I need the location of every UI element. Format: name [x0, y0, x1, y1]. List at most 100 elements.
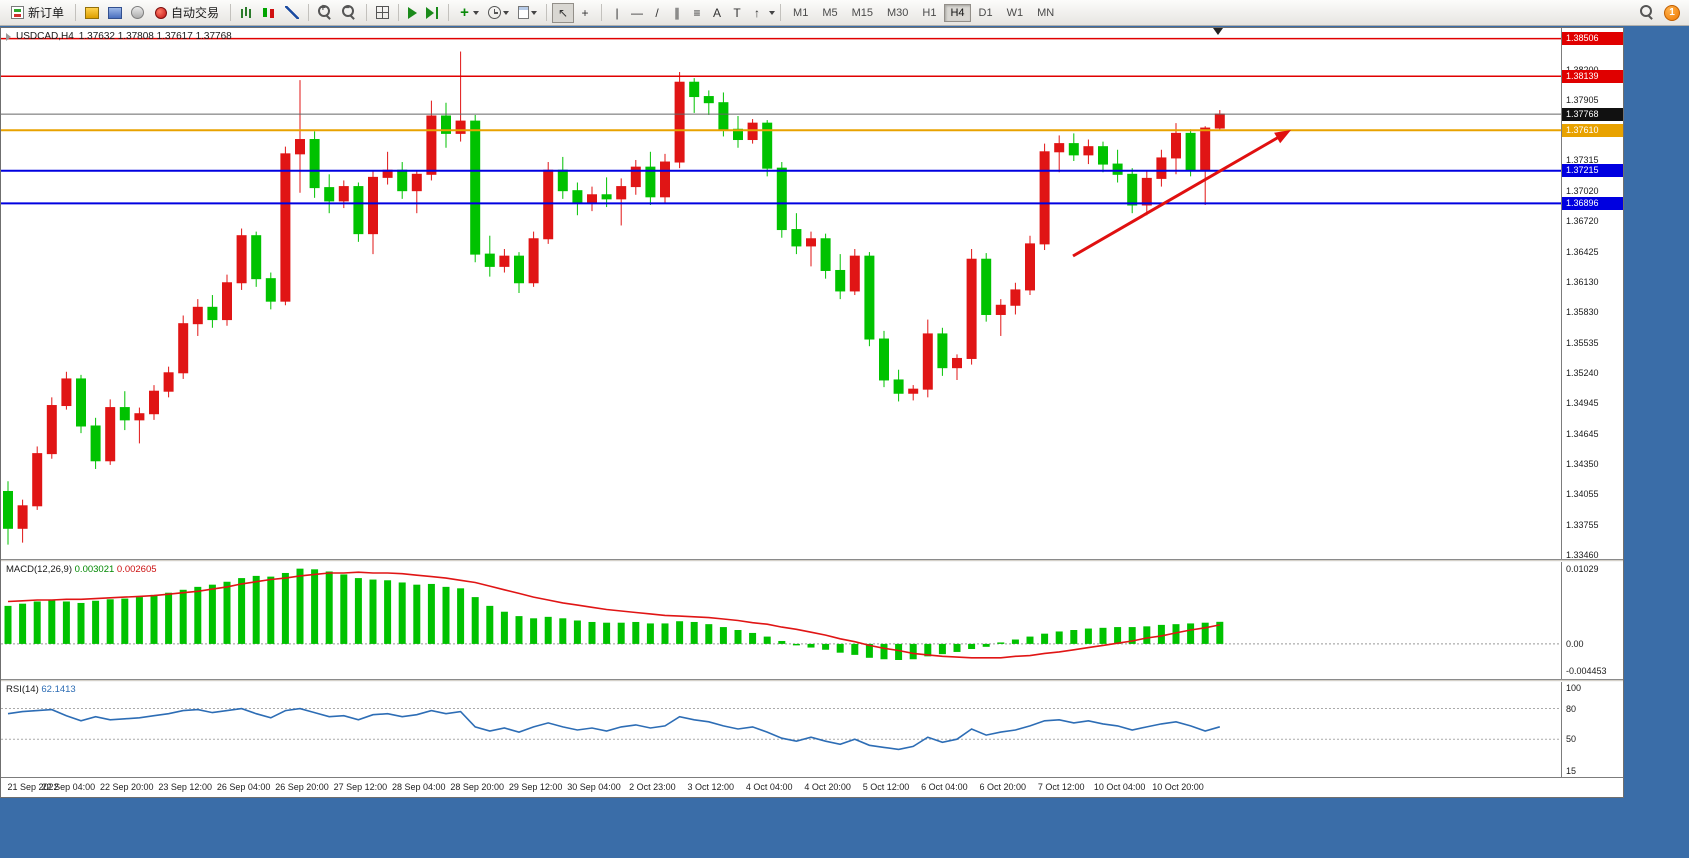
cursor-tool[interactable]: ↖ — [552, 2, 575, 23]
price-tick-label: 1.36720 — [1566, 216, 1599, 227]
chart-shift-marker[interactable] — [1213, 28, 1223, 35]
macd-histogram-bar — [48, 600, 56, 644]
time-label: 4 Oct 04:00 — [745, 782, 793, 792]
pane-separator[interactable] — [1, 679, 1623, 682]
macd-histogram-bar — [398, 582, 406, 644]
macd-histogram-bar — [1201, 622, 1209, 644]
macd-histogram-bar — [384, 580, 392, 644]
text-label-tool[interactable]: T — [733, 5, 741, 20]
new-order-label: 新订单 — [28, 6, 65, 20]
macd-histogram-bar — [617, 622, 625, 644]
macd-histogram-bar — [778, 640, 786, 644]
macd-histogram-bar — [968, 643, 976, 650]
line-chart-button[interactable] — [281, 3, 303, 22]
rsi-plot[interactable]: RSI(14) 62.1413 — [1, 682, 1561, 777]
candle-body — [149, 390, 159, 415]
macd-histogram-bar — [1070, 630, 1078, 644]
auto-scroll-button[interactable] — [404, 4, 421, 22]
macd-histogram-bar — [19, 603, 27, 644]
candle-body — [309, 139, 320, 189]
timeframe-w1[interactable]: W1 — [1006, 6, 1024, 19]
candlestick-plot[interactable]: USDCAD,H4 1.37632 1.37808 1.37617 1.3776… — [1, 28, 1561, 559]
timeframe-m1[interactable]: M1 — [793, 6, 809, 19]
equidistant-channel-tool[interactable]: ∥ — [674, 5, 681, 20]
notification-badge[interactable]: 1 — [1664, 4, 1680, 21]
trend-arrow-annotation[interactable] — [1072, 133, 1284, 258]
timeframe-h1[interactable]: H1 — [922, 6, 937, 19]
navigator-button[interactable] — [127, 3, 148, 22]
candle-body — [222, 282, 232, 321]
time-label: 10 Oct 20:00 — [1152, 782, 1204, 792]
bar-chart-button[interactable] — [236, 3, 257, 22]
zoom-out-button[interactable]: − — [338, 2, 361, 23]
macd-histogram-bar — [953, 643, 961, 652]
arrows-tool[interactable]: ↑ — [754, 5, 761, 20]
chart-shift-button[interactable] — [422, 4, 443, 22]
time-axis[interactable]: 21 Sep 2022 22 Sep 04:00 22 Sep 20:00 23 Se… — [1, 777, 1623, 797]
horizontal-line-tool[interactable]: — — [631, 5, 644, 20]
candlestick-chart-button[interactable] — [258, 3, 280, 22]
arrow-head-icon — [1274, 130, 1291, 144]
price-tick-label: 1.35240 — [1566, 367, 1599, 378]
indicators-button[interactable]: + — [454, 3, 483, 22]
crosshair-tool[interactable]: + — [581, 5, 589, 20]
trendline-tool[interactable]: / — [655, 5, 659, 20]
macd-histogram-bar — [719, 627, 727, 644]
candle-body — [952, 357, 962, 369]
data-window-button[interactable] — [104, 4, 126, 22]
candle-body — [981, 258, 992, 315]
macd-histogram-bar — [661, 623, 669, 644]
candle-body — [236, 235, 247, 284]
timeframe-m30[interactable]: M30 — [887, 6, 909, 19]
candle-body — [1200, 127, 1211, 171]
time-label: 10 Oct 04:00 — [1093, 782, 1146, 792]
timeframe-m5[interactable]: M5 — [822, 6, 838, 19]
macd-histogram-bar — [281, 572, 289, 644]
new-order-button[interactable]: 新订单 — [5, 1, 70, 24]
macd-histogram-bar — [238, 578, 246, 644]
time-label: 4 Oct 20:00 — [804, 782, 851, 792]
price-axis[interactable]: 1.382001.379051.373151.370201.367201.364… — [1561, 28, 1623, 559]
price-tick-label: 1.34945 — [1566, 397, 1599, 408]
symbol-timeframe-label: USDCAD,H4 — [16, 31, 74, 42]
vertical-line-tool[interactable]: | — [615, 5, 619, 20]
macd-plot[interactable]: MACD(12,26,9) 0.003021 0.002605 — [1, 562, 1561, 679]
periods-button[interactable] — [484, 3, 513, 22]
candle-body — [32, 453, 43, 507]
one-click-trading-toggle-icon[interactable] — [6, 32, 11, 41]
time-label: 22 Sep 20:00 — [100, 782, 154, 792]
macd-axis-label: 0.01029 — [1566, 564, 1599, 574]
text-tool[interactable]: A — [713, 5, 722, 20]
candle-body — [1039, 151, 1050, 245]
tile-windows-button[interactable] — [372, 3, 393, 22]
time-label: 26 Sep 04:00 — [216, 782, 271, 792]
macd-histogram-bar — [515, 616, 523, 644]
search-button[interactable] — [1636, 2, 1659, 23]
timeframe-d1[interactable]: D1 — [978, 6, 993, 19]
market-watch-button[interactable] — [81, 4, 103, 22]
candle-body — [1054, 143, 1065, 153]
candle-body — [587, 194, 597, 204]
candle-body — [1112, 163, 1123, 175]
tile-windows-icon — [376, 6, 390, 19]
price-tick-label: 1.35830 — [1566, 307, 1599, 318]
timeframe-mn[interactable]: MN — [1037, 6, 1055, 19]
zoom-in-button[interactable]: + — [314, 2, 337, 23]
price-badge: 1.38139 — [1562, 69, 1623, 83]
timeframe-h4[interactable]: H4 — [944, 3, 971, 22]
candle-body — [806, 238, 816, 247]
macd-histogram-bar — [106, 599, 114, 644]
candle-body — [338, 186, 349, 202]
candle-body — [207, 306, 218, 321]
timeframe-m15[interactable]: M15 — [851, 6, 873, 19]
rsi-axis-label: 100 — [1566, 683, 1582, 694]
autotrading-button[interactable]: 自动交易 — [149, 1, 225, 24]
candle-body — [17, 505, 28, 529]
fibonacci-tool[interactable]: ≡ — [693, 5, 701, 20]
pane-separator[interactable] — [1, 559, 1623, 562]
candle-body — [645, 166, 656, 198]
templates-button[interactable] — [514, 3, 541, 22]
toolbar-separator — [366, 4, 368, 21]
candle-body — [368, 176, 378, 235]
price-tick-label: 1.37905 — [1566, 95, 1599, 106]
